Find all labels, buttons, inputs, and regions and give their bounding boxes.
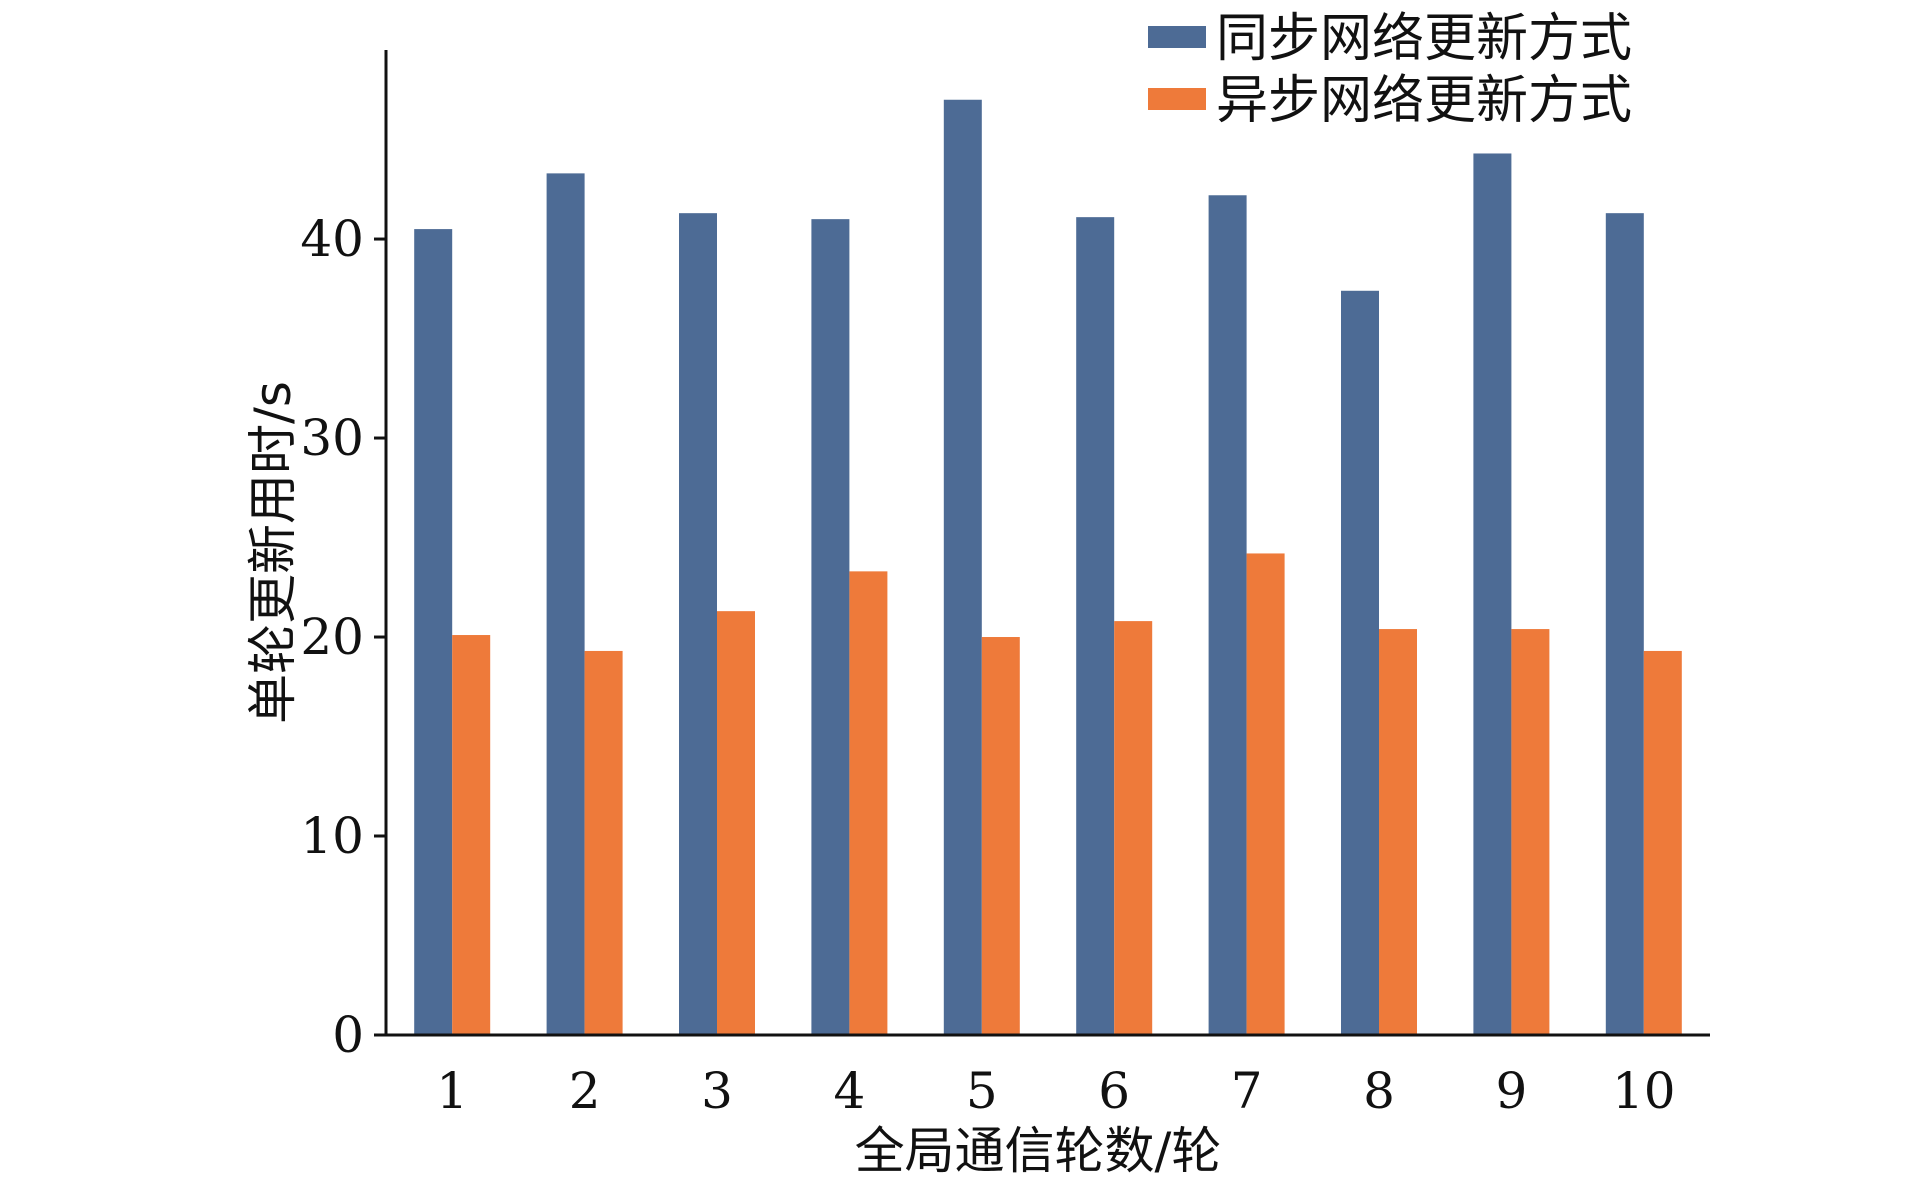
y-axis-title: 单轮更新用时/s [244,381,302,724]
bar-async-2 [584,650,623,1035]
y-ticks: 0 10 20 30 40 [300,210,386,1064]
x-ticks: 1 2 3 4 5 6 7 8 9 10 [436,1062,1675,1120]
bar-async-3 [717,611,755,1035]
y-tick-label-40: 40 [300,210,364,268]
bar-async-6 [1114,621,1153,1035]
bar-sync-10 [1605,213,1644,1035]
bar-sync-3 [679,213,717,1035]
bar-sync-4 [811,219,850,1035]
x-tick-label-6: 6 [1098,1062,1130,1120]
bar-async-9 [1511,629,1550,1035]
y-tick-label-30: 30 [300,409,364,467]
legend-swatch-async [1148,88,1206,110]
y-tick-label-0: 0 [332,1006,364,1064]
y-tick-label-10: 10 [300,807,364,865]
x-tick-label-4: 4 [833,1062,865,1120]
legend-label-sync: 同步网络更新方式 [1216,9,1632,69]
bar-async-1 [452,635,491,1035]
x-tick-label-9: 9 [1495,1062,1527,1120]
bar-async-8 [1379,629,1417,1035]
x-tick-label-7: 7 [1231,1062,1263,1120]
x-axis-title: 全局通信轮数/轮 [855,1122,1222,1180]
bar-async-4 [849,571,888,1035]
bar-sync-1 [414,229,453,1035]
bar-sync-6 [1076,217,1115,1036]
y-tick-label-20: 20 [300,608,364,666]
bar-sync-8 [1341,290,1379,1035]
x-tick-label-2: 2 [569,1062,601,1120]
bar-sync-5 [943,99,982,1035]
bar-sync-9 [1473,153,1512,1036]
bar-async-7 [1246,553,1285,1035]
x-tick-label-1: 1 [436,1062,468,1120]
legend-label-async: 异步网络更新方式 [1216,71,1632,131]
bar-sync-7 [1208,195,1247,1035]
bar-sync-2 [546,173,585,1036]
legend: 同步网络更新方式 异步网络更新方式 [1148,9,1632,131]
bars-layer [414,99,1682,1036]
legend-swatch-sync [1148,26,1206,48]
bar-async-5 [981,637,1020,1035]
x-tick-label-8: 8 [1363,1062,1395,1120]
x-tick-label-3: 3 [701,1062,733,1120]
x-tick-label-10: 10 [1612,1062,1676,1120]
x-tick-label-5: 5 [966,1062,998,1120]
bar-async-10 [1643,650,1682,1035]
